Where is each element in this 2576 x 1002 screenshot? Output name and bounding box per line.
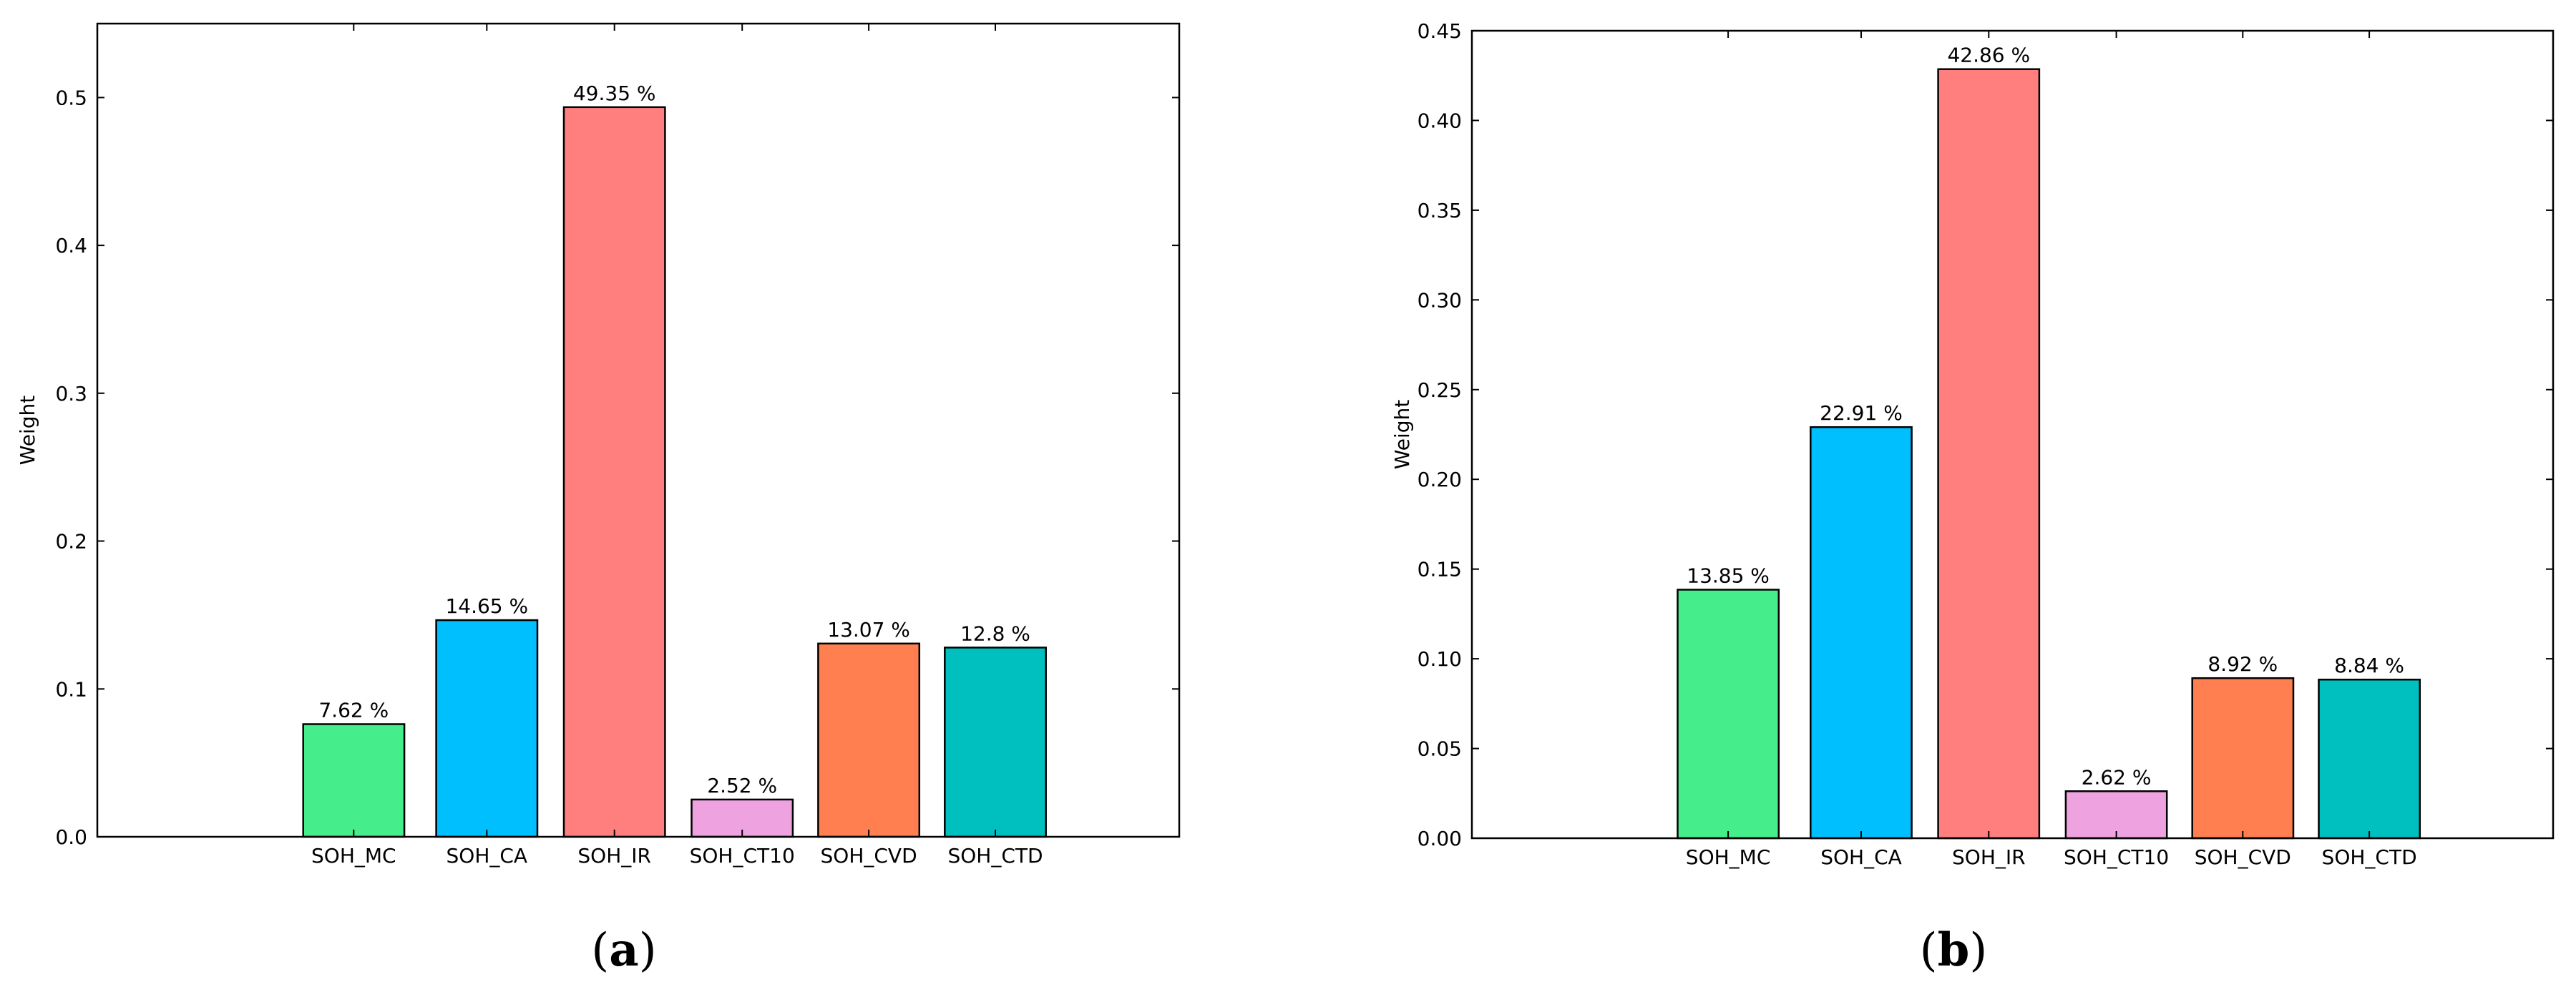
panel-label: (a) — [591, 923, 656, 977]
y-tick-label: 0.3 — [55, 382, 87, 406]
bar-soh-ctd — [944, 647, 1047, 838]
y-tick-label: 0.4 — [55, 234, 87, 257]
y-tick-label: 0.40 — [1418, 109, 1462, 132]
y-tick-label: 0.5 — [55, 86, 87, 109]
bar-soh-ctd — [2318, 678, 2421, 840]
bar-soh-ct10 — [2064, 790, 2168, 840]
data-label: 42.86 % — [1947, 44, 2030, 67]
panel-label-open: ( — [591, 924, 609, 977]
bar-soh-ca — [1810, 426, 1913, 840]
panel-label-close: ) — [639, 924, 657, 977]
data-label: 8.84 % — [2334, 654, 2404, 677]
y-axis-label: Weight — [1390, 400, 1414, 470]
bar-soh-mc — [302, 723, 406, 838]
x-tick-label: SOH_CTD — [2322, 845, 2417, 869]
data-label: 2.52 % — [707, 774, 777, 797]
x-tick-label: SOH_MC — [311, 844, 396, 868]
panel-label-letter: a — [609, 923, 638, 977]
y-tick-label: 0.05 — [1418, 737, 1462, 761]
data-label: 13.85 % — [1687, 564, 1770, 588]
chart-panel-a: 7.62 % SOH_MC 14.65 % SOH_CA 49.35 % SOH_IR 2.… — [16, 22, 1181, 977]
y-tick-label: 0.30 — [1418, 288, 1462, 312]
plot-frame — [96, 22, 1181, 838]
y-tick-label: 0.00 — [1418, 827, 1462, 850]
data-label: 14.65 % — [445, 594, 528, 618]
panel-label: (b) — [1920, 923, 1988, 977]
x-tick-label: SOH_CVD — [821, 844, 917, 868]
y-tick-label: 0.45 — [1418, 19, 1462, 43]
y-tick-label: 0.0 — [55, 825, 87, 849]
x-tick-label: SOH_CT10 — [2064, 845, 2169, 869]
y-tick-label: 0.25 — [1418, 378, 1462, 402]
data-label: 7.62 % — [318, 699, 389, 722]
data-label: 13.07 % — [827, 618, 910, 642]
x-tick-label: SOH_IR — [577, 844, 651, 868]
x-tick-label: SOH_CA — [1820, 845, 1902, 869]
panel-label-close: ) — [1969, 924, 1987, 977]
x-tick-label: SOH_IR — [1952, 845, 2026, 869]
bar-soh-mc — [1677, 589, 1780, 840]
y-tick-label: 0.35 — [1418, 199, 1462, 222]
y-tick-label: 0.1 — [55, 677, 87, 701]
y-axis-label: Weight — [16, 396, 39, 466]
plot-frame — [1470, 29, 2555, 840]
bar-soh-cvd — [817, 642, 921, 838]
bar-soh-ca — [435, 619, 539, 838]
bar-soh-cvd — [2191, 677, 2295, 840]
x-tick-label: SOH_CA — [447, 844, 528, 868]
data-label: 49.35 % — [573, 82, 656, 105]
x-tick-label: SOH_CT10 — [690, 844, 795, 868]
data-label: 2.62 % — [2082, 765, 2152, 789]
bar-soh-ir — [1937, 68, 2041, 840]
x-tick-label: SOH_CTD — [947, 844, 1043, 868]
panel-label-open: ( — [1920, 924, 1938, 977]
x-tick-label: SOH_MC — [1686, 845, 1771, 869]
y-tick-label: 0.15 — [1418, 558, 1462, 581]
bar-soh-ir — [562, 106, 666, 838]
panel-label-letter: b — [1938, 923, 1970, 977]
x-tick-label: SOH_CVD — [2195, 845, 2291, 869]
data-label: 8.92 % — [2207, 652, 2278, 676]
data-label: 12.8 % — [960, 622, 1030, 645]
chart-panel-b: 13.85 % SOH_MC 22.91 % SOH_CA 42.86 % SOH_IR 2… — [1390, 19, 2555, 977]
data-label: 22.91 % — [1820, 401, 1903, 425]
y-tick-label: 0.10 — [1418, 647, 1462, 671]
y-tick-label: 0.2 — [55, 530, 87, 554]
y-tick-label: 0.20 — [1418, 468, 1462, 491]
